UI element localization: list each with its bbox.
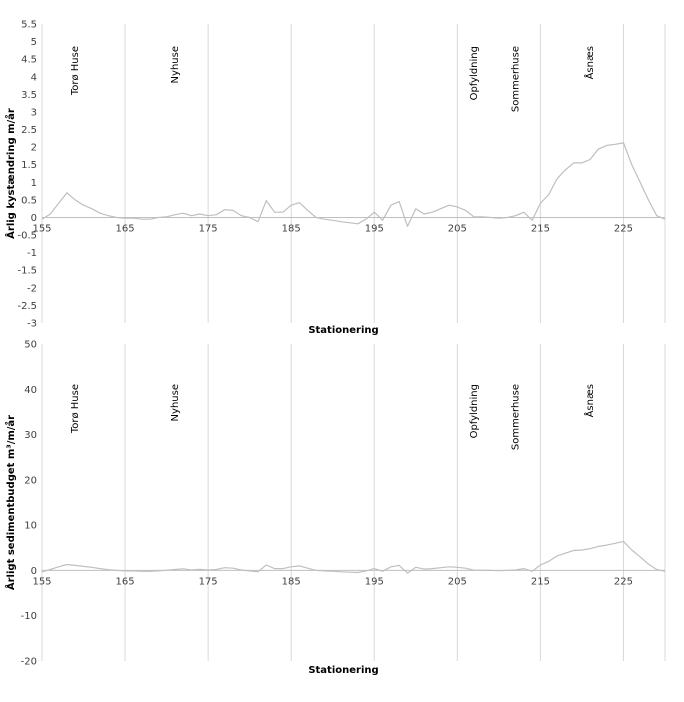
x-axis-title: Stationering <box>308 325 378 336</box>
y-tick-label: 40 <box>24 385 37 396</box>
x-tick-label: 215 <box>531 223 550 234</box>
x-axis-title: Stationering <box>308 665 378 676</box>
annotation-label: Opfyldning <box>469 384 480 438</box>
y-tick-label: 10 <box>24 521 37 532</box>
x-tick-label: 175 <box>199 223 218 234</box>
y-tick-label: -2 <box>27 283 37 294</box>
y-tick-label: 50 <box>24 340 37 351</box>
y-axis-title: Årligt sedimentbudget m³/m/år <box>4 415 17 590</box>
x-tick-label: 165 <box>116 576 135 587</box>
x-tick-label: 185 <box>282 576 301 587</box>
chart-panel-2: -20 -10 0 10 20 30 40 50 155 165 175 185 195 205 215 22… <box>4 340 666 676</box>
x-tick-label: 165 <box>116 223 135 234</box>
x-tick-label: 225 <box>614 223 633 234</box>
y-tick-label: -1 <box>27 248 37 259</box>
y-tick-label: 5.5 <box>21 20 37 31</box>
x-tick-label: 205 <box>448 223 467 234</box>
annotation-label: Nyhuse <box>170 384 181 421</box>
series-line <box>41 540 666 574</box>
annotation-label: Torø Huse <box>70 384 81 434</box>
annotation-label: Torø Huse <box>70 46 81 96</box>
y-tick-label: 0.5 <box>21 195 37 206</box>
y-tick-label: -20 <box>21 657 37 668</box>
annotation-label: Opfyldning <box>469 46 480 100</box>
y-tick-label: 3 <box>31 107 37 118</box>
x-tick-label: 155 <box>32 223 51 234</box>
x-tick-label: 225 <box>614 576 633 587</box>
y-tick-label: -2.5 <box>17 301 37 312</box>
x-tick-label: 205 <box>448 576 467 587</box>
y-tick-label: 1 <box>31 178 37 189</box>
y-tick-label: 0 <box>31 213 37 224</box>
x-tick-label: 185 <box>282 223 301 234</box>
chart-panel-1: -3 -2.5 -2 -1.5 -1 -0.5 0 0.5 1 1.5 2 2.5 3 3.5 4 4.5 5 5… <box>4 20 666 336</box>
annotation-label: Sommerhuse <box>510 46 521 112</box>
annotation-label: Åsnæs <box>583 46 596 79</box>
annotation-label: Åsnæs <box>583 384 596 417</box>
y-tick-label: -1.5 <box>17 266 37 277</box>
y-tick-label: 4 <box>31 72 37 83</box>
y-tick-label: 3.5 <box>21 90 37 101</box>
y-tick-label: 1.5 <box>21 160 37 171</box>
y-tick-label: 0 <box>31 566 37 577</box>
y-tick-label: 5 <box>31 37 37 48</box>
y-tick-label: -3 <box>27 319 37 330</box>
x-tick-label: 155 <box>32 576 51 587</box>
y-tick-label: 4.5 <box>21 55 37 66</box>
x-tick-label: 195 <box>365 223 384 234</box>
y-tick-label: 2.5 <box>21 125 37 136</box>
x-tick-label: 175 <box>199 576 218 587</box>
y-tick-label: 20 <box>24 475 37 486</box>
annotation-label: Sommerhuse <box>510 384 521 450</box>
annotation-label: Nyhuse <box>170 46 181 83</box>
x-tick-label: 215 <box>531 576 550 587</box>
series-line <box>41 142 666 227</box>
y-tick-label: -0.5 <box>17 231 37 242</box>
y-tick-label: 30 <box>24 430 37 441</box>
y-tick-label: -10 <box>21 611 37 622</box>
y-axis-title: Årlig kystændring m/år <box>4 108 17 239</box>
x-tick-label: 195 <box>365 576 384 587</box>
y-tick-label: 2 <box>31 143 37 154</box>
